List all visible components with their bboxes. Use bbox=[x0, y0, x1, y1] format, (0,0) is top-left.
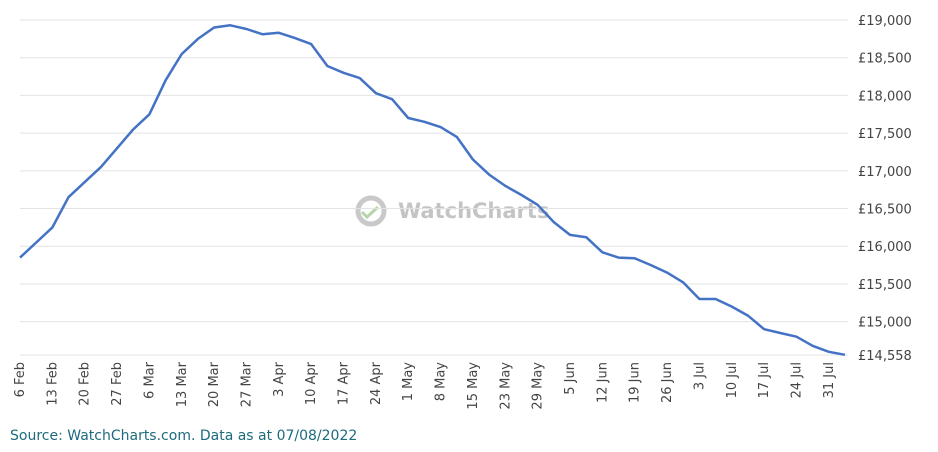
x-tick-label: 12 Jun bbox=[595, 362, 610, 403]
x-tick-label: 3 Jul bbox=[692, 362, 707, 390]
y-tick-label: £19,000 bbox=[858, 14, 912, 29]
x-tick-label: 27 Mar bbox=[239, 361, 254, 407]
x-tick-label: 19 Jun bbox=[628, 362, 643, 403]
x-tick-label: 10 Jul bbox=[725, 362, 740, 398]
y-tick-label: £15,000 bbox=[858, 316, 912, 331]
x-tick-label: 1 May bbox=[401, 362, 416, 402]
x-tick-label: 6 Feb bbox=[13, 362, 28, 397]
y-tick-label: £16,000 bbox=[858, 240, 912, 255]
x-tick-label: 6 Mar bbox=[142, 361, 157, 399]
y-tick-label: £17,500 bbox=[858, 127, 912, 142]
x-tick-label: 5 Jun bbox=[563, 362, 578, 395]
x-tick-label: 26 Jun bbox=[660, 362, 675, 403]
y-tick-label: £18,000 bbox=[858, 89, 912, 104]
y-tick-label: £18,500 bbox=[858, 52, 912, 67]
x-tick-label: 24 Jul bbox=[789, 362, 804, 398]
x-tick-label: 13 Mar bbox=[175, 361, 190, 407]
y-tick-label: £14,558 bbox=[858, 349, 912, 364]
x-tick-label: 31 Jul bbox=[822, 362, 837, 398]
x-tick-label: 13 Feb bbox=[45, 362, 60, 406]
x-tick-label: 24 Apr bbox=[369, 361, 384, 405]
x-tick-label: 3 Apr bbox=[272, 361, 287, 397]
x-tick-label: 29 May bbox=[531, 362, 546, 410]
watermark: WatchCharts bbox=[398, 199, 549, 223]
watermark-logo bbox=[355, 195, 387, 227]
x-tick-label: 17 Jul bbox=[757, 362, 772, 398]
x-tick-label: 10 Apr bbox=[304, 361, 319, 405]
x-tick-label: 20 Feb bbox=[78, 362, 93, 406]
y-tick-label: £16,500 bbox=[858, 203, 912, 218]
x-tick-label: 20 Mar bbox=[207, 361, 222, 407]
x-tick-label: 8 May bbox=[434, 362, 449, 402]
y-tick-label: £15,500 bbox=[858, 278, 912, 293]
x-tick-label: 17 Apr bbox=[337, 361, 352, 405]
x-tick-label: 23 May bbox=[498, 362, 513, 410]
x-tick-label: 15 May bbox=[466, 362, 481, 410]
line-series bbox=[19, 24, 846, 357]
y-tick-label: £17,000 bbox=[858, 165, 912, 180]
source-note: Source: WatchCharts.com. Data as at 07/0… bbox=[10, 428, 357, 444]
x-tick-label: 27 Feb bbox=[110, 362, 125, 406]
